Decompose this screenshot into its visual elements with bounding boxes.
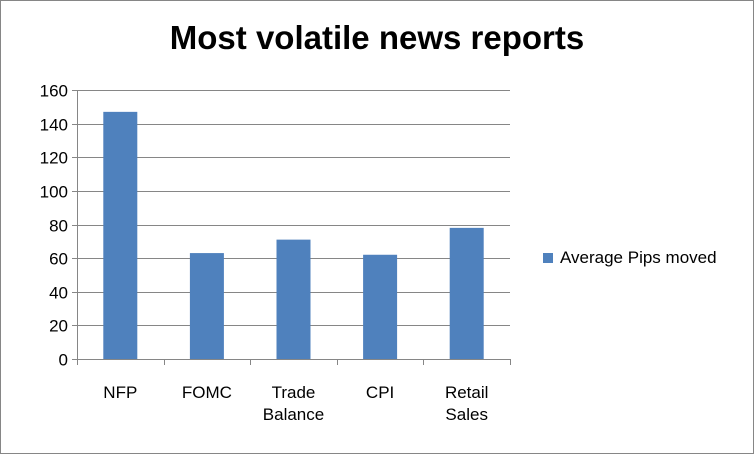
- legend-label: Average Pips moved: [560, 248, 717, 267]
- y-tick-label: 120: [40, 149, 68, 168]
- bar: [449, 227, 484, 359]
- legend-swatch: [543, 253, 553, 263]
- y-tick-label: 40: [49, 284, 68, 303]
- x-tick-label: CPI: [366, 383, 394, 402]
- x-tick-label: FOMC: [182, 383, 232, 402]
- x-tick-label: NFP: [103, 383, 137, 402]
- y-tick-label: 60: [49, 250, 68, 269]
- x-tick-label: Retail Sales: [445, 383, 488, 424]
- x-tick-label: Trade Balance: [263, 383, 324, 424]
- bar: [189, 253, 224, 359]
- y-tick-label: 140: [40, 116, 68, 135]
- y-tick-label: 0: [59, 351, 68, 370]
- y-tick-label: 80: [49, 217, 68, 236]
- bar: [103, 111, 138, 359]
- y-tick-label: 20: [49, 317, 68, 336]
- legend: Average Pips moved: [543, 248, 717, 268]
- bar: [363, 254, 398, 359]
- chart-title: Most volatile news reports: [169, 19, 585, 56]
- y-tick-label: 160: [40, 82, 68, 101]
- bar: [276, 239, 311, 359]
- y-tick-label: 100: [40, 183, 68, 202]
